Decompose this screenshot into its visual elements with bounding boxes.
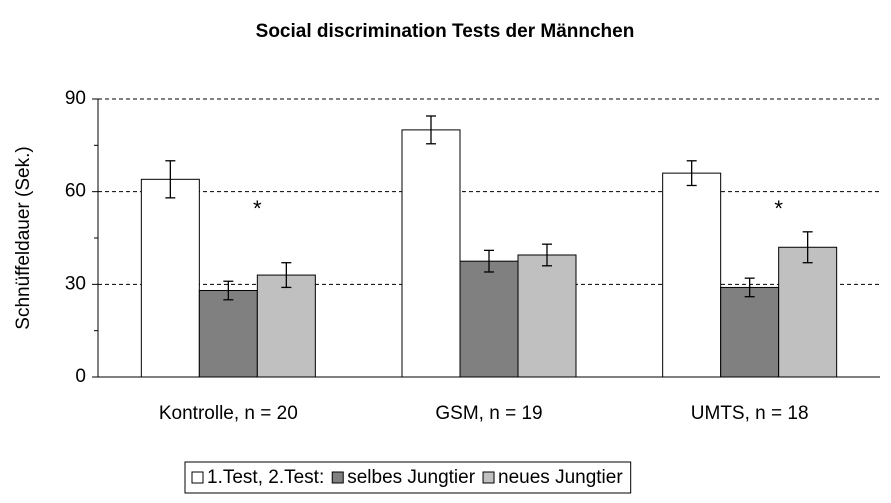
error-bar [165, 160, 176, 199]
y-axis-label: Schnüffeldauer (Sek.) [13, 146, 34, 329]
error-bar [484, 249, 494, 273]
legend-label: selbes Jungtier [347, 467, 475, 488]
legend-swatch [331, 471, 344, 484]
legend [184, 461, 632, 494]
error-bar [744, 277, 755, 298]
x-tick-label: GSM, n = 19 [435, 403, 542, 424]
y-tick-label: 0 [75, 366, 86, 387]
error-bar [802, 231, 813, 264]
legend-label: 1.Test, 2.Test: [207, 467, 324, 488]
bar [256, 274, 316, 378]
error-bar [223, 280, 234, 301]
error-bar [426, 115, 436, 145]
annotation: * [253, 196, 262, 221]
legend-swatch [482, 471, 495, 484]
bar [401, 129, 461, 378]
y-tick-label: 90 [65, 88, 86, 109]
bar [662, 172, 722, 378]
y-tick-label: 60 [65, 181, 86, 202]
legend-swatch [191, 471, 204, 484]
bar [778, 246, 838, 378]
annotation: * [774, 196, 783, 221]
error-bar [686, 160, 697, 187]
bar [459, 260, 519, 378]
y-tick-label: 30 [65, 273, 86, 294]
chart-title: Social discrimination Tests der Männchen [256, 21, 635, 42]
bar [198, 290, 258, 378]
bar [720, 286, 780, 378]
x-tick-label: Kontrolle, n = 20 [159, 403, 298, 424]
bar [140, 178, 200, 378]
legend-label: neues Jungtier [498, 467, 623, 488]
error-bar [281, 262, 292, 289]
x-tick-label: UMTS, n = 18 [691, 403, 809, 424]
error-bar [542, 243, 552, 267]
bar [517, 254, 577, 378]
